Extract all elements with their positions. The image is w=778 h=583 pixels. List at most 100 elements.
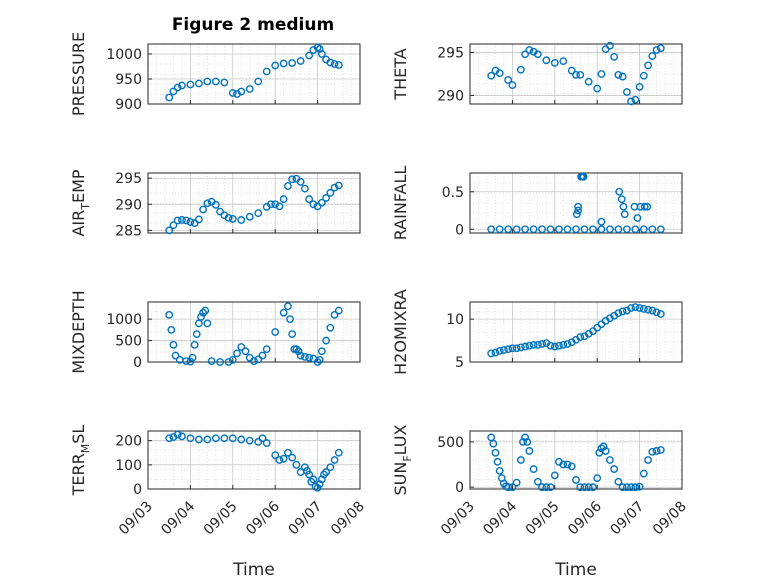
data-point xyxy=(275,456,284,464)
data-point xyxy=(550,471,559,480)
data-point xyxy=(262,345,271,354)
y-axis-label: H2OMIXRA xyxy=(391,289,410,375)
data-point xyxy=(491,448,500,457)
data-point xyxy=(326,323,335,332)
data-point xyxy=(224,358,233,366)
data-point xyxy=(631,303,640,312)
data-point xyxy=(254,77,263,86)
y-tick-label: 0 xyxy=(133,355,142,371)
x-tick-label: 09/08 xyxy=(650,499,690,539)
panel-6: 5 10 H2OMIXRA xyxy=(391,289,683,375)
y-tick-label: 200 xyxy=(115,434,142,450)
data-point xyxy=(648,225,657,234)
data-point xyxy=(635,304,644,312)
data-point xyxy=(292,345,301,354)
y-tick-label: 1000 xyxy=(106,47,142,63)
data-point xyxy=(656,44,665,53)
data-point xyxy=(326,58,335,67)
data-point xyxy=(237,216,246,224)
data-point xyxy=(542,483,551,492)
figure-title: Figure 2 medium xyxy=(172,15,334,35)
data-point xyxy=(627,304,636,312)
data-point xyxy=(512,225,521,234)
data-point xyxy=(589,483,597,492)
data-point xyxy=(614,309,623,318)
data-point xyxy=(169,340,178,349)
data-point xyxy=(254,209,263,218)
data-point xyxy=(574,202,583,211)
data-point xyxy=(182,357,191,366)
data-point xyxy=(610,52,619,61)
axes-frame xyxy=(147,43,361,105)
y-axis-label: AIRTEMP xyxy=(69,169,92,236)
data-point xyxy=(572,225,580,234)
data-point xyxy=(294,347,303,356)
data-point xyxy=(199,205,208,214)
data-point xyxy=(284,448,292,457)
data-point xyxy=(326,463,335,472)
data-point xyxy=(639,469,648,478)
data-point xyxy=(533,477,542,486)
data-point xyxy=(211,434,220,443)
axes-frame xyxy=(147,430,361,490)
data-point xyxy=(165,310,174,319)
data-point xyxy=(203,435,212,444)
data-point xyxy=(644,456,652,464)
data-point xyxy=(508,483,517,492)
data-point xyxy=(643,202,652,211)
y-tick-label: 0 xyxy=(133,482,142,498)
data-point xyxy=(182,216,191,225)
data-point xyxy=(516,456,525,464)
data-point xyxy=(614,225,623,234)
y-tick-label: 290 xyxy=(437,88,464,104)
data-point xyxy=(631,225,640,234)
data-point xyxy=(245,85,254,93)
data-point xyxy=(563,225,572,234)
data-point xyxy=(495,346,504,355)
data-point xyxy=(233,349,241,358)
data-point xyxy=(622,88,631,96)
y-tick-label: 100 xyxy=(115,458,142,474)
panel-8: 0 500 SUNFLUX 09/03 09/04 09/05 09/06 09/07 09/0… xyxy=(391,424,690,580)
x-tick-label: 09/06 xyxy=(565,498,605,538)
data-point xyxy=(563,460,572,469)
data-point xyxy=(165,226,174,235)
data-point xyxy=(275,202,284,211)
data-point xyxy=(627,97,636,106)
x-tick-label: 09/04 xyxy=(158,498,198,538)
y-tick-label: 10 xyxy=(446,312,464,328)
data-point xyxy=(620,210,629,219)
y-tick-label: 5 xyxy=(455,355,464,371)
data-point xyxy=(639,225,648,234)
data-point xyxy=(529,340,538,349)
data-point xyxy=(317,50,326,58)
y-axis-label: PRESSURE xyxy=(69,32,88,116)
data-point xyxy=(555,225,563,234)
data-point xyxy=(521,225,530,234)
data-point xyxy=(542,56,551,65)
data-point xyxy=(186,434,195,443)
data-point xyxy=(334,448,343,457)
data-point xyxy=(313,358,322,366)
data-point xyxy=(288,330,297,339)
data-point xyxy=(652,46,661,54)
panel-2: 290 295 THETA xyxy=(391,41,683,106)
data-point xyxy=(504,76,513,84)
data-point xyxy=(576,483,585,492)
data-point xyxy=(504,345,513,354)
data-point xyxy=(286,315,294,324)
data-point xyxy=(495,466,504,475)
data-point xyxy=(296,177,305,186)
data-point xyxy=(288,59,297,67)
data-point xyxy=(644,305,652,314)
data-point xyxy=(237,87,246,96)
data-point xyxy=(292,460,301,469)
data-point xyxy=(589,225,597,234)
x-tick-label: 09/07 xyxy=(608,499,648,539)
data-point xyxy=(639,304,648,313)
data-point xyxy=(617,195,626,204)
data-point xyxy=(593,474,602,483)
data-point xyxy=(533,340,542,349)
data-point xyxy=(330,310,339,319)
data-point xyxy=(525,46,534,54)
